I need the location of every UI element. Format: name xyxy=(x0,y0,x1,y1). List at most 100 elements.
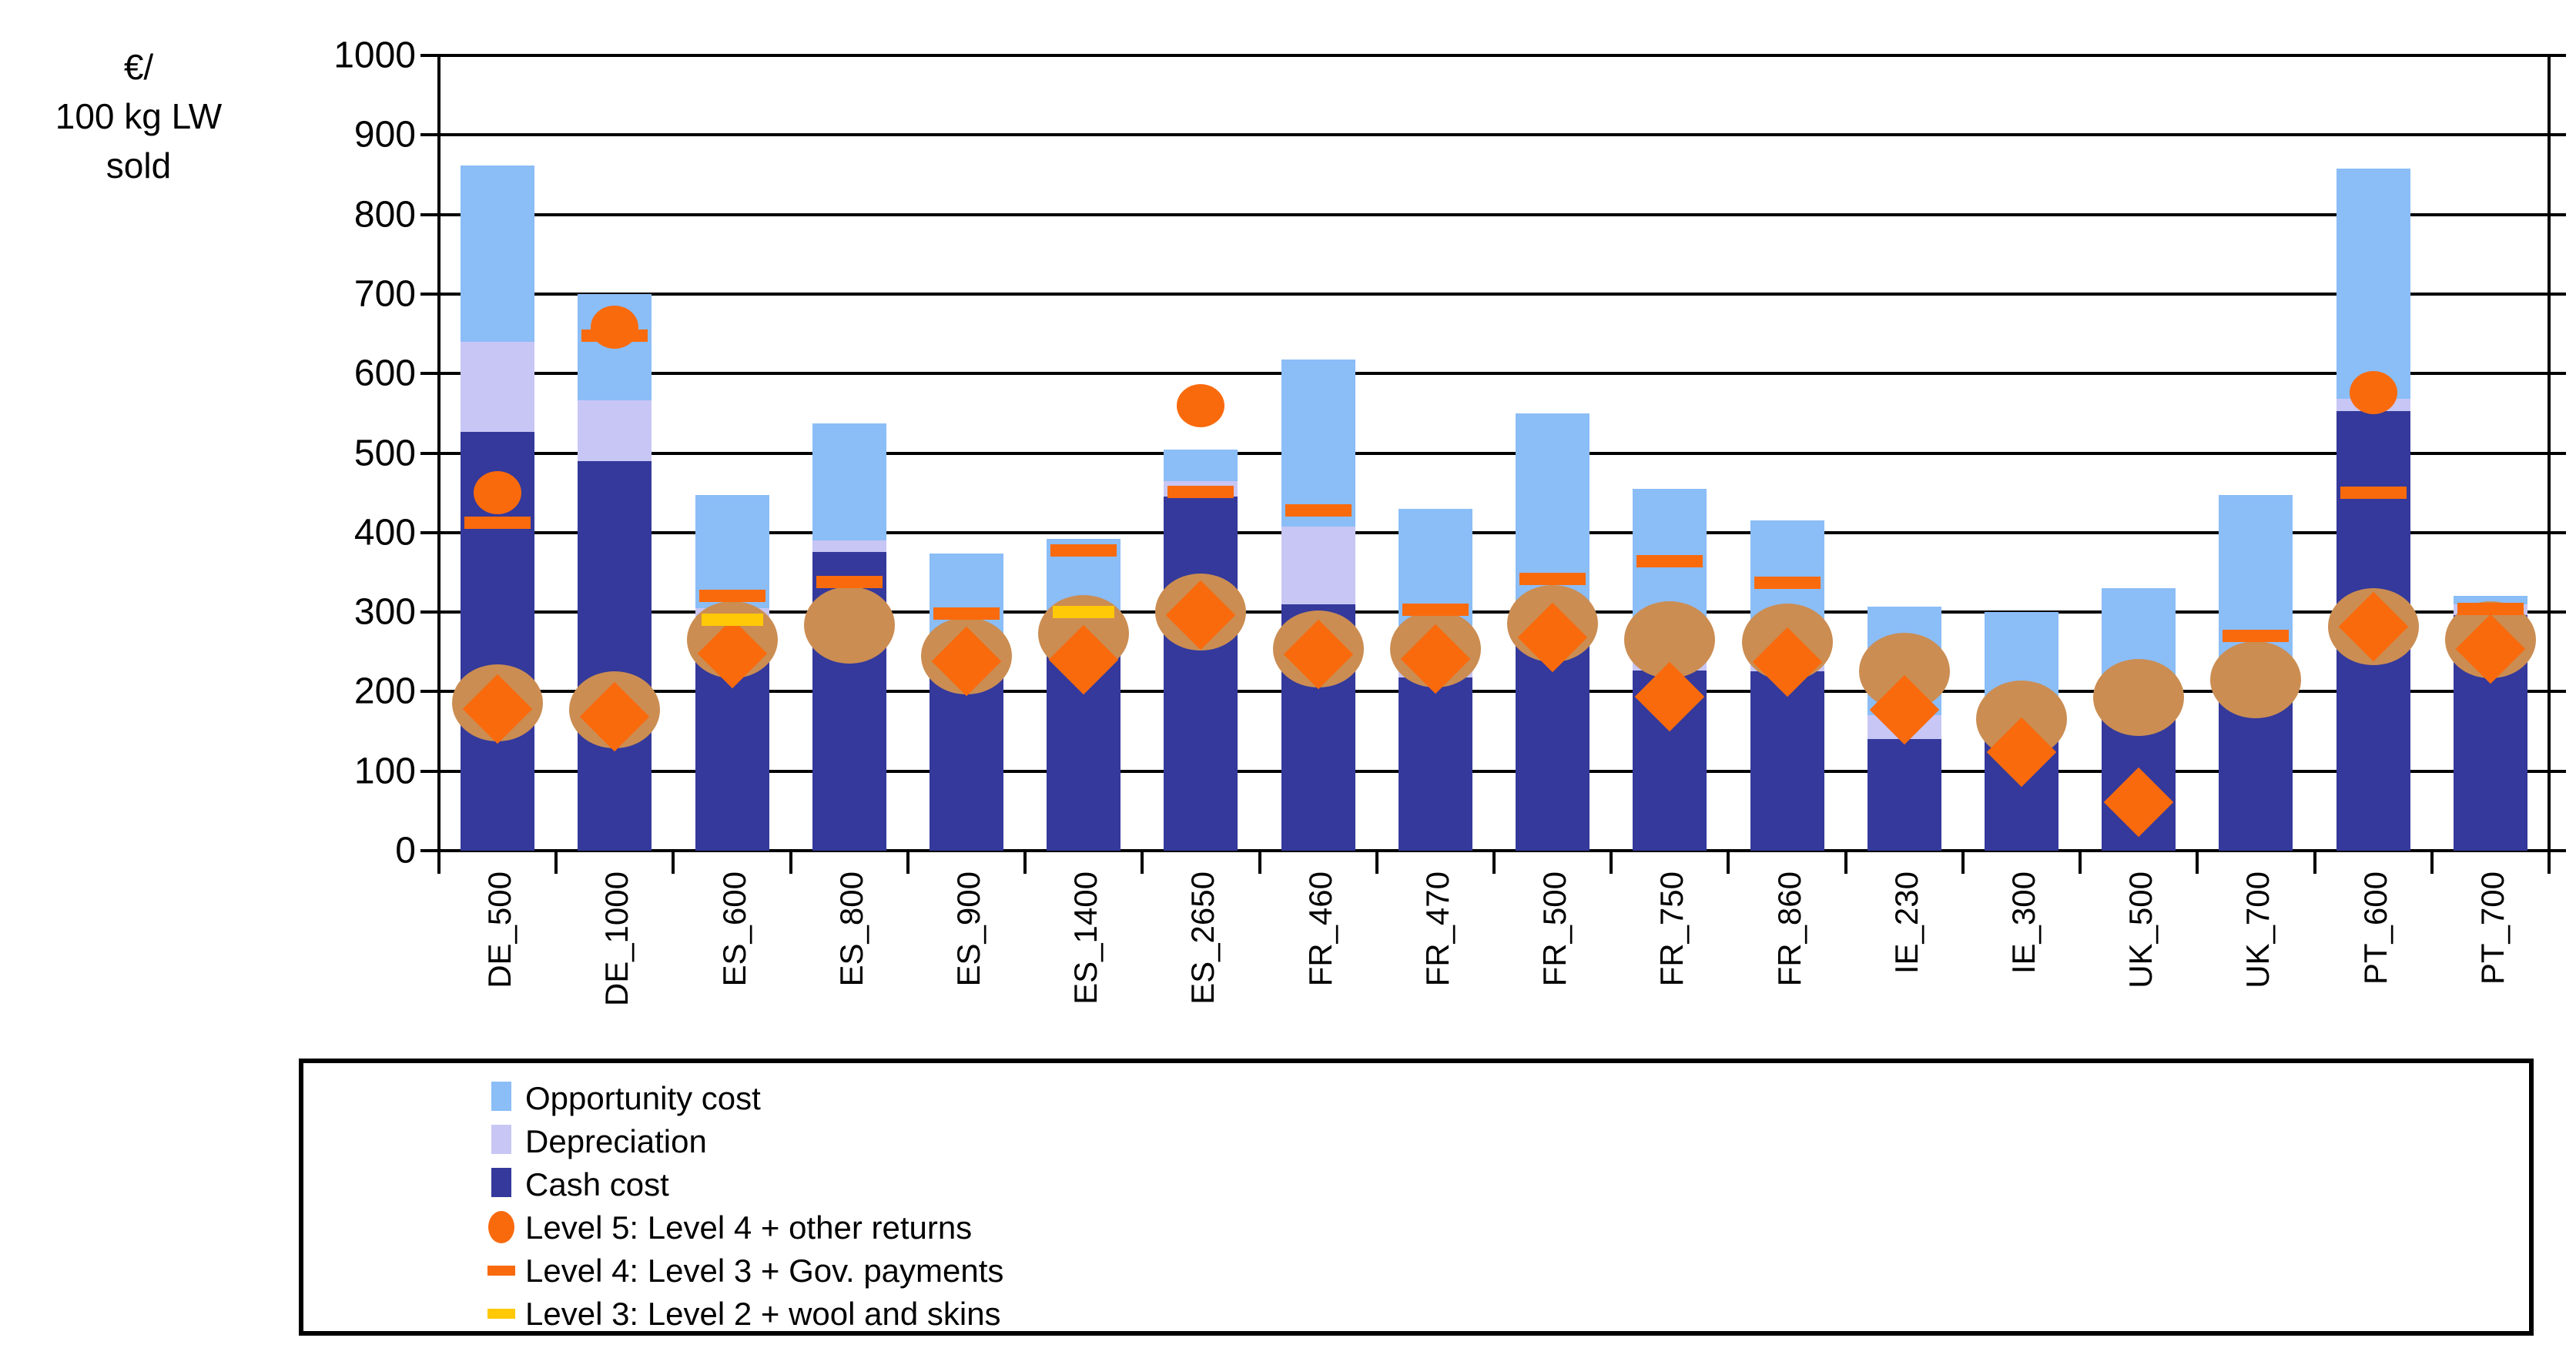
bar-segment-depreciation xyxy=(461,341,535,432)
x-tick xyxy=(2548,851,2551,874)
legend-swatch-bar xyxy=(491,1125,511,1154)
y-tick-label: 400 xyxy=(353,512,416,554)
x-tick xyxy=(2430,851,2434,874)
y-tick-label: 600 xyxy=(353,353,416,394)
legend-swatch-dash xyxy=(487,1309,515,1319)
bar-segment-opportunity-cost xyxy=(1281,359,1355,527)
x-tick xyxy=(906,851,909,874)
tan-circle-marker xyxy=(803,586,895,664)
x-tick-label: DE_500 xyxy=(481,871,518,988)
level4-dash-marker xyxy=(1050,544,1117,557)
legend-item-label: Cash cost xyxy=(525,1166,669,1202)
bar-segment-opportunity-cost xyxy=(2336,168,2410,400)
x-tick xyxy=(1023,851,1027,874)
x-tick xyxy=(1492,851,1496,874)
y-axis-title: €/ 100 kg LW sold xyxy=(15,42,262,190)
x-tick-label: UK_700 xyxy=(2239,871,2276,988)
level4-dash-marker xyxy=(2223,630,2290,643)
level4-dash-marker xyxy=(698,590,765,603)
y-tick-right-600 xyxy=(2549,372,2566,376)
bar-segment-depreciation xyxy=(812,540,886,552)
level4-dash-marker xyxy=(1167,486,1234,499)
x-tick xyxy=(1141,851,1144,874)
bar-segment-cash-cost xyxy=(1867,739,1941,851)
y-axis-title-line: €/ xyxy=(123,47,154,87)
gridline-100 xyxy=(439,769,2549,773)
x-tick-label: ES_900 xyxy=(950,871,987,987)
y-tick-right-100 xyxy=(2549,769,2566,773)
bar-segment-cash-cost xyxy=(1398,677,1472,851)
level4-dash-marker xyxy=(816,575,883,588)
bar-segment-opportunity-cost xyxy=(812,423,886,541)
level3-dash-marker xyxy=(701,614,763,627)
x-tick xyxy=(1961,851,1965,874)
y-tick-label: 200 xyxy=(353,671,416,712)
legend-swatch-bar xyxy=(491,1168,511,1197)
level4-dash-marker xyxy=(1754,576,1821,589)
gridline-200 xyxy=(439,690,2549,694)
y-tick-1000 xyxy=(420,54,439,57)
bar-segment-depreciation xyxy=(1281,526,1355,604)
gridline-600 xyxy=(439,372,2549,376)
legend-swatch-circle xyxy=(488,1211,514,1243)
y-tick-right-0 xyxy=(2549,849,2566,852)
legend-item-label: Level 4: Level 3 + Gov. payments xyxy=(525,1253,1004,1289)
level4-dash-marker xyxy=(1519,572,1586,585)
level4-dash-marker xyxy=(933,607,1000,620)
y-tick-right-500 xyxy=(2549,451,2566,455)
gridline-800 xyxy=(439,212,2549,216)
x-tick xyxy=(554,851,558,874)
bar-segment-opportunity-cost xyxy=(2453,596,2527,604)
level4-dash-marker xyxy=(2340,487,2407,500)
y-tick-700 xyxy=(420,292,439,296)
gridline-900 xyxy=(439,133,2549,137)
x-tick-label: FR_750 xyxy=(1653,871,1690,987)
level4-dash-marker xyxy=(464,517,531,530)
y-tick-label: 800 xyxy=(353,194,416,236)
bar-segment-depreciation xyxy=(578,400,652,461)
level5-circle-marker xyxy=(591,306,639,350)
y-tick-right-800 xyxy=(2549,212,2566,216)
y-tick-200 xyxy=(420,690,439,694)
y-tick-900 xyxy=(420,133,439,137)
x-tick-label: DE_1000 xyxy=(598,871,635,1007)
bar-segment-cash-cost xyxy=(578,460,652,851)
bar-segment-cash-cost xyxy=(1750,671,1824,851)
x-tick-label: PT_700 xyxy=(2474,871,2511,985)
y-tick-label: 0 xyxy=(395,830,416,871)
x-tick-label: ES_600 xyxy=(715,871,752,987)
legend-swatch-bar xyxy=(491,1082,511,1111)
y-tick-label: 900 xyxy=(353,114,416,156)
x-tick xyxy=(1258,851,1261,874)
y-tick-right-300 xyxy=(2549,610,2566,614)
y-tick-800 xyxy=(420,212,439,216)
level4-dash-marker xyxy=(1402,604,1469,616)
x-tick xyxy=(437,851,440,874)
legend-item-label: Depreciation xyxy=(525,1123,707,1159)
legend-item-label: Opportunity cost xyxy=(525,1080,761,1116)
x-tick-label: FR_470 xyxy=(1419,871,1455,987)
legend-item-label: Level 5: Level 4 + other returns xyxy=(525,1209,973,1246)
legend-item-label: Level 3: Level 2 + wool and skins xyxy=(525,1296,1001,1332)
level4-dash-marker xyxy=(1636,554,1703,567)
x-tick xyxy=(1375,851,1378,874)
y-axis-line xyxy=(437,55,440,851)
x-tick-label: IE_230 xyxy=(1888,871,1924,975)
gridline-300 xyxy=(439,610,2549,614)
tan-circle-marker xyxy=(2210,641,2302,718)
x-tick-label: FR_460 xyxy=(1301,871,1338,987)
x-tick-label: UK_500 xyxy=(2122,871,2159,988)
plot-right-border xyxy=(2548,55,2551,851)
level5-circle-marker xyxy=(1177,383,1225,427)
legend-swatch-dash xyxy=(487,1266,515,1276)
gridline-1000 xyxy=(439,54,2549,57)
y-tick-500 xyxy=(420,451,439,455)
x-tick-label: ES_1400 xyxy=(1067,871,1104,1005)
bar-segment-cash-cost xyxy=(1164,497,1238,851)
bar-segment-opportunity-cost xyxy=(695,495,769,608)
legend: Opportunity cost Depreciation Cash cost Lev… xyxy=(299,1059,2534,1336)
bar-segment-opportunity-cost xyxy=(1164,450,1238,481)
x-tick-label: PT_600 xyxy=(2357,871,2393,985)
y-tick-right-900 xyxy=(2549,133,2566,137)
